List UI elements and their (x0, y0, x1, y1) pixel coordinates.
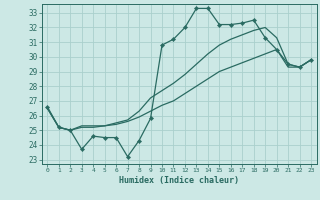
X-axis label: Humidex (Indice chaleur): Humidex (Indice chaleur) (119, 176, 239, 185)
